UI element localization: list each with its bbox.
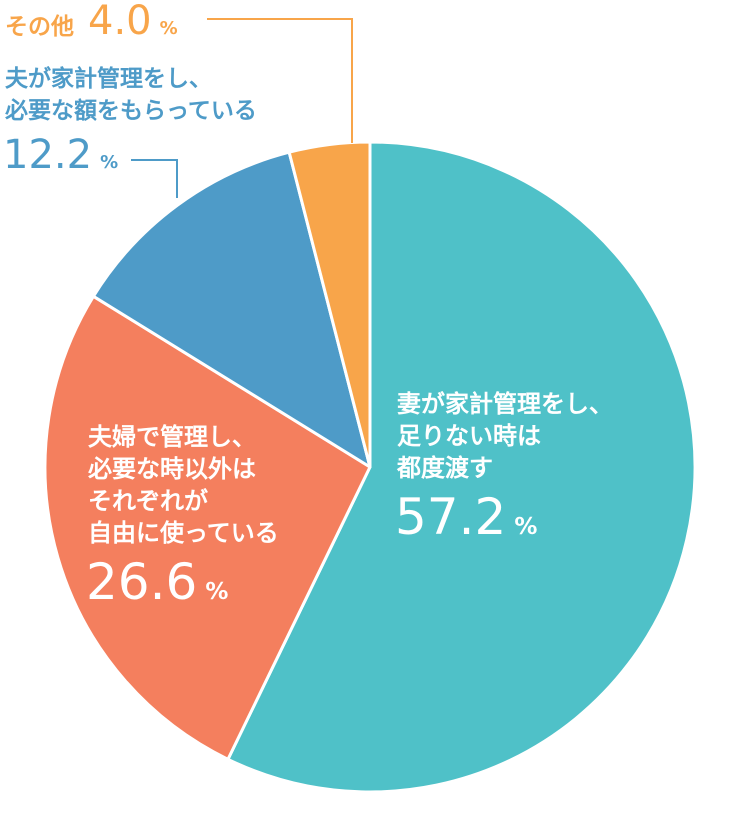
slice-wife-manages xyxy=(226,140,697,794)
slice-label-line: 必要な額をもらっている xyxy=(5,97,257,124)
slice-value: 12.2 xyxy=(3,132,92,178)
slice-couple-manages xyxy=(43,294,372,761)
slice-value: 57.2 xyxy=(395,488,506,546)
slice-label-line: 足りない時は xyxy=(397,422,541,450)
slice-other xyxy=(287,140,372,469)
slice-husband-manages xyxy=(91,150,372,469)
slice-label-line: 都度渡す xyxy=(396,454,493,482)
slice-label-line: 夫が家計管理をし、 xyxy=(5,65,212,92)
label-husband-manages: 夫が家計管理をし、必要な額をもらっている 12.2% xyxy=(3,65,257,178)
leader-line-other xyxy=(207,18,353,143)
slice-label-line: その他 xyxy=(5,14,74,40)
slice-label-line: 妻が家計管理をし、 xyxy=(397,390,613,418)
slice-label-line: それぞれが xyxy=(88,487,208,515)
label-other: その他 4.0% xyxy=(5,0,178,44)
slice-value-unit: % xyxy=(514,514,537,540)
pie-slices xyxy=(43,140,697,794)
slice-value: 26.6 xyxy=(86,553,197,611)
slice-label-line: 夫婦で管理し、 xyxy=(88,423,256,451)
slice-value: 4.0 xyxy=(88,0,152,44)
slice-value-unit: % xyxy=(100,152,118,173)
slice-value-unit: % xyxy=(160,18,178,39)
leader-line-husband xyxy=(131,159,178,198)
slice-label-line: 自由に使っている xyxy=(88,519,279,547)
slice-value-unit: % xyxy=(205,579,228,605)
leader-lines xyxy=(131,18,353,198)
slice-label-line: 必要な時以外は xyxy=(88,455,256,483)
